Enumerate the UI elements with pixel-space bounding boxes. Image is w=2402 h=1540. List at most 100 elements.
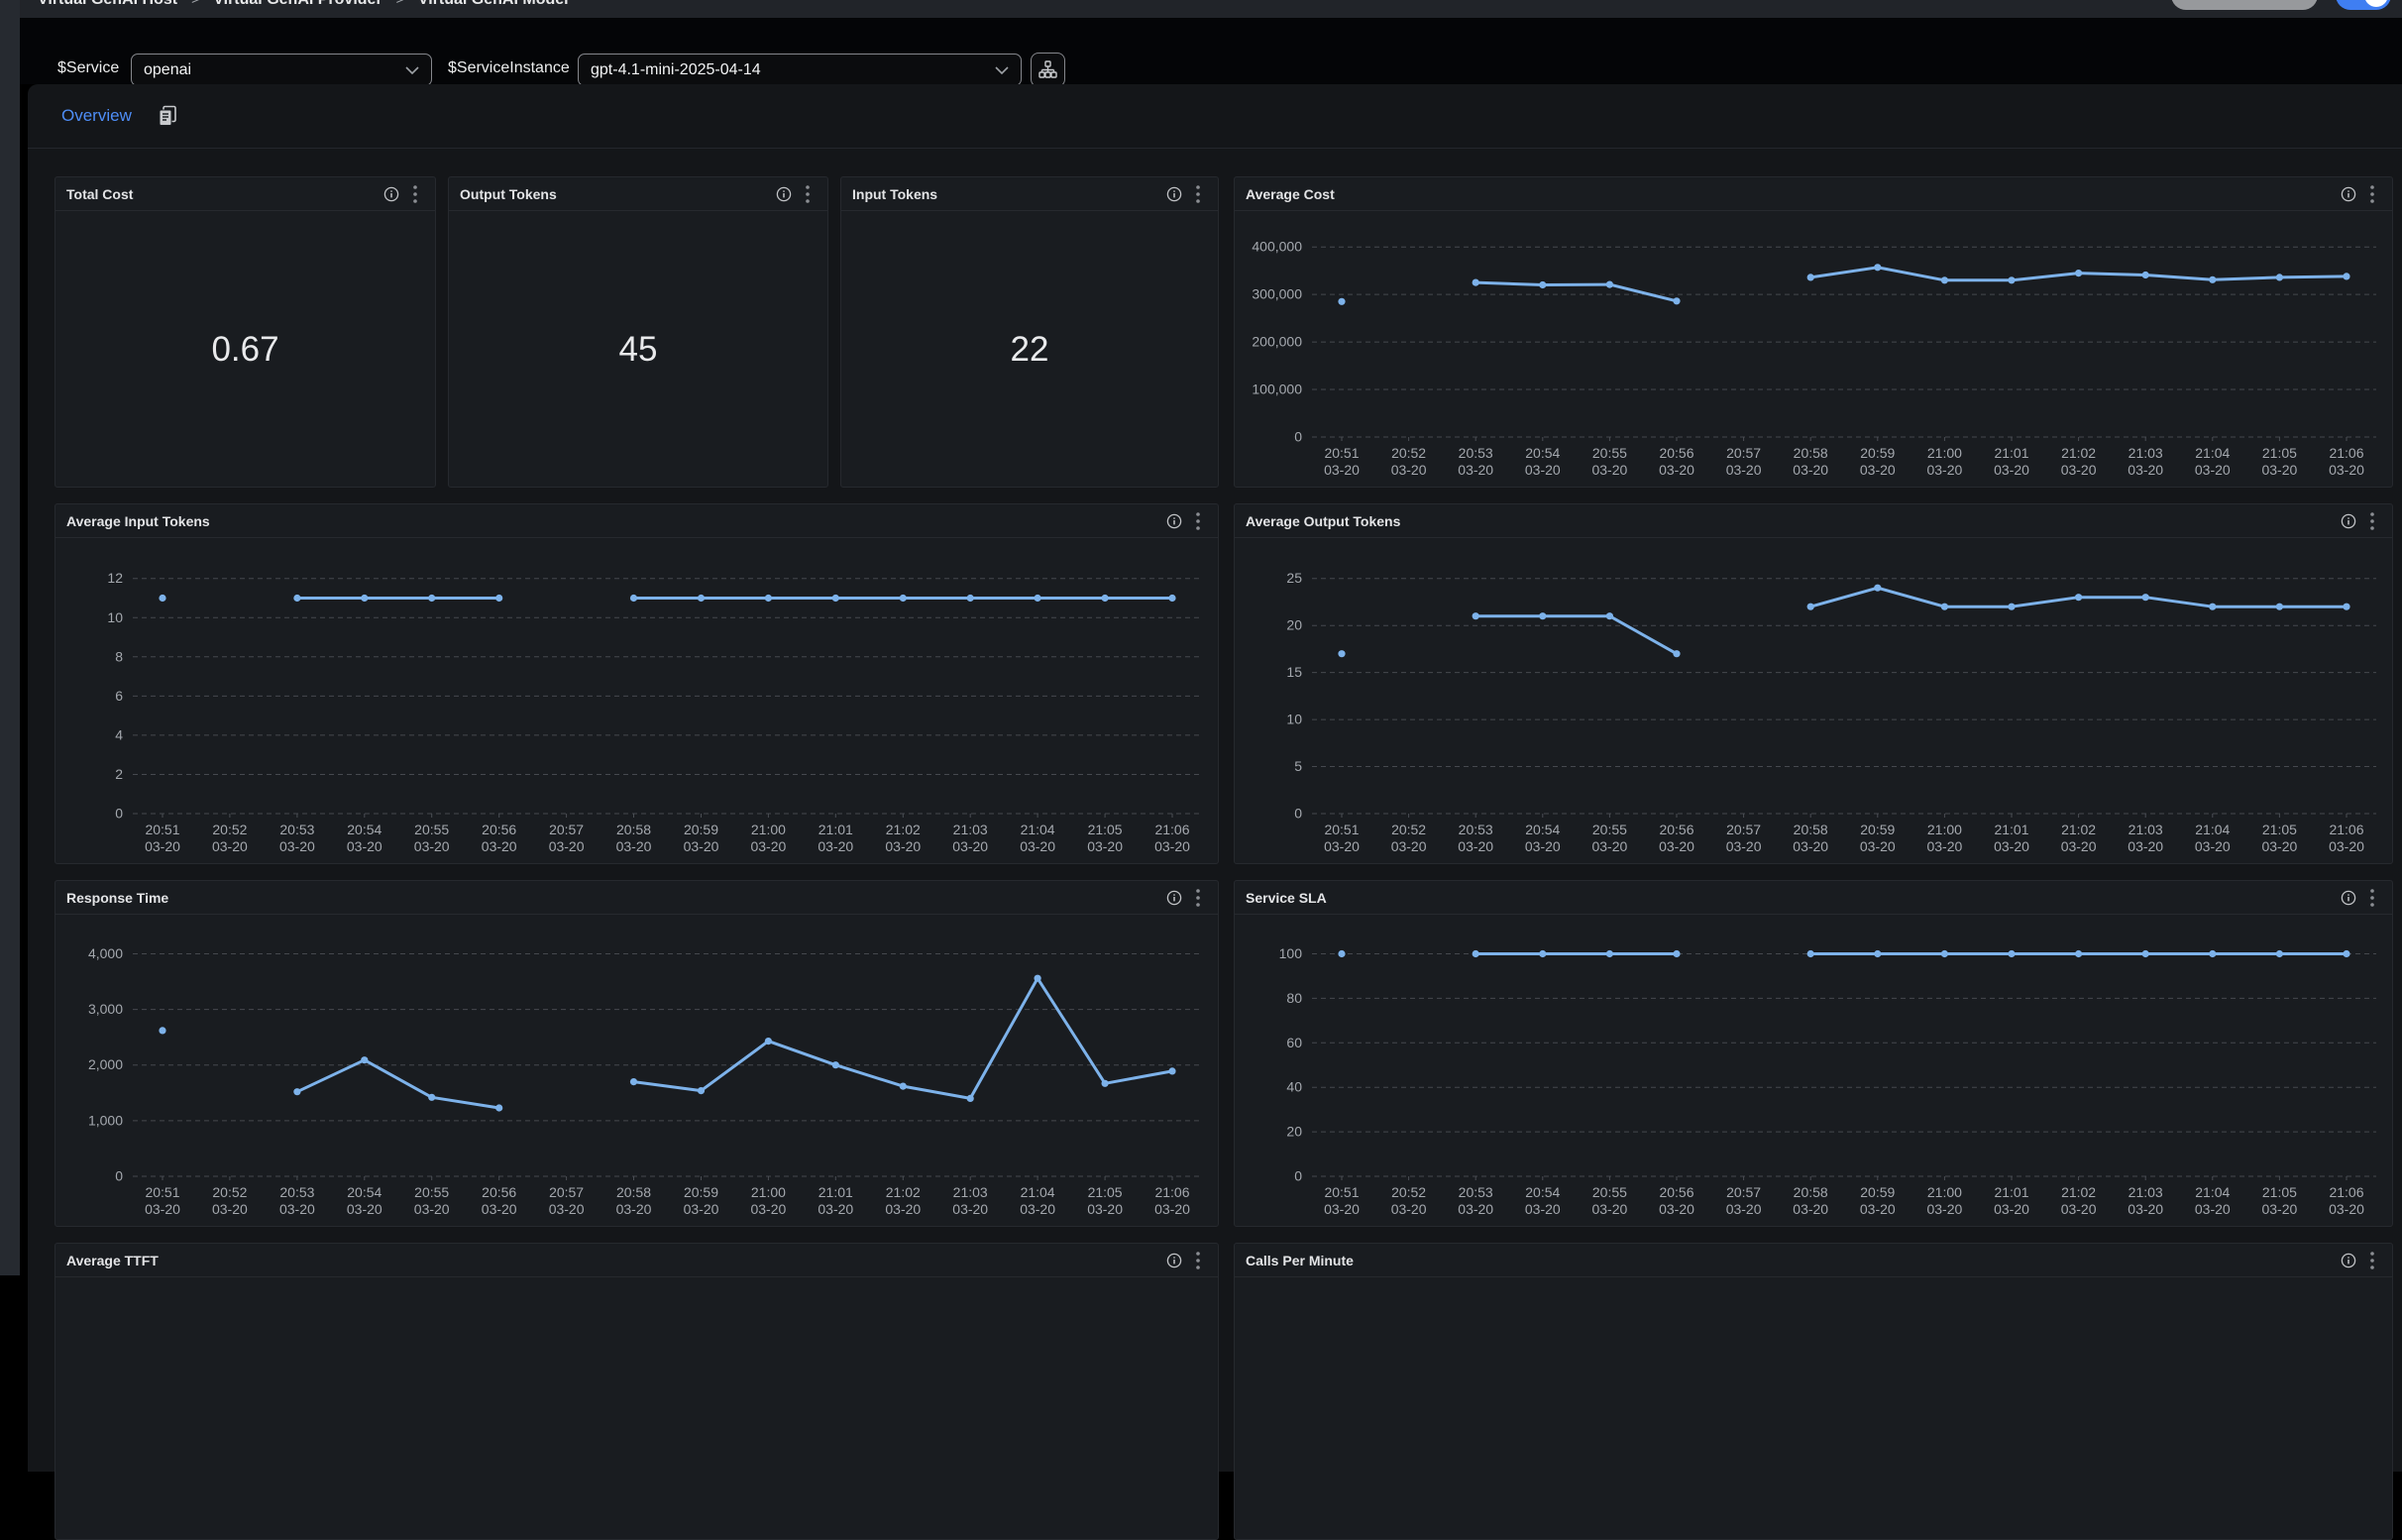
svg-text:03-20: 03-20 — [1860, 462, 1896, 478]
kebab-menu-icon[interactable] — [2360, 1249, 2384, 1272]
info-icon[interactable] — [1162, 182, 1186, 206]
svg-text:21:06: 21:06 — [2329, 822, 2363, 837]
svg-text:03-20: 03-20 — [1020, 1201, 1055, 1217]
panel-response-time: Response Time 01,0002,0003,0004,00020:51… — [55, 880, 1219, 1227]
svg-text:20:58: 20:58 — [1794, 445, 1828, 461]
svg-text:03-20: 03-20 — [1659, 462, 1694, 478]
svg-text:21:01: 21:01 — [1994, 822, 2028, 837]
svg-text:20:51: 20:51 — [145, 822, 179, 837]
copy-dashboard-icon[interactable] — [158, 105, 177, 127]
svg-text:03-20: 03-20 — [1994, 838, 2029, 854]
svg-text:21:05: 21:05 — [1088, 1184, 1123, 1200]
kebab-menu-icon[interactable] — [2360, 886, 2384, 910]
svg-text:21:03: 21:03 — [2129, 445, 2163, 461]
kebab-menu-icon[interactable] — [1186, 509, 1210, 533]
svg-text:03-20: 03-20 — [279, 1201, 315, 1217]
kebab-menu-icon[interactable] — [1186, 886, 1210, 910]
kebab-menu-icon[interactable] — [1186, 1249, 1210, 1272]
svg-text:21:04: 21:04 — [1021, 1184, 1055, 1200]
output-tokens-value: 45 — [449, 212, 827, 487]
info-icon[interactable] — [2337, 509, 2360, 533]
breadcrumb-item-model[interactable]: Virtual GenAI Model — [418, 0, 569, 9]
info-icon[interactable] — [380, 182, 403, 206]
svg-text:03-20: 03-20 — [1994, 462, 2029, 478]
svg-text:21:04: 21:04 — [1021, 822, 1055, 837]
svg-text:03-20: 03-20 — [414, 838, 450, 854]
svg-text:21:06: 21:06 — [1154, 822, 1189, 837]
svg-text:1,000: 1,000 — [88, 1112, 123, 1128]
svg-text:20:56: 20:56 — [1659, 822, 1693, 837]
info-icon[interactable] — [2337, 182, 2360, 206]
svg-text:03-20: 03-20 — [1324, 1201, 1360, 1217]
service-select[interactable]: openai — [131, 54, 432, 86]
info-icon[interactable] — [2337, 886, 2360, 910]
svg-text:0: 0 — [115, 1168, 123, 1184]
toggle-knob — [2364, 0, 2388, 7]
svg-text:03-20: 03-20 — [1793, 1201, 1828, 1217]
svg-text:03-20: 03-20 — [1860, 838, 1896, 854]
svg-text:03-20: 03-20 — [549, 1201, 585, 1217]
svg-text:20:59: 20:59 — [684, 1184, 718, 1200]
svg-text:21:05: 21:05 — [2262, 445, 2297, 461]
svg-text:03-20: 03-20 — [2261, 462, 2297, 478]
tab-overview[interactable]: Overview — [61, 106, 132, 126]
svg-text:2: 2 — [115, 766, 123, 782]
svg-text:21:05: 21:05 — [2262, 1184, 2297, 1200]
svg-text:03-20: 03-20 — [1458, 462, 1493, 478]
svg-text:03-20: 03-20 — [952, 838, 988, 854]
kebab-menu-icon[interactable] — [1186, 182, 1210, 206]
svg-text:03-20: 03-20 — [1525, 1201, 1561, 1217]
svg-text:03-20: 03-20 — [1154, 1201, 1190, 1217]
svg-text:03-20: 03-20 — [750, 1201, 786, 1217]
svg-text:20:55: 20:55 — [1592, 445, 1627, 461]
svg-text:03-20: 03-20 — [2195, 1201, 2231, 1217]
panel-calls-per-minute: Calls Per Minute — [1234, 1243, 2393, 1540]
info-icon[interactable] — [1162, 886, 1186, 910]
svg-text:03-20: 03-20 — [347, 1201, 382, 1217]
total-cost-value: 0.67 — [55, 212, 435, 487]
svg-text:03-20: 03-20 — [1458, 838, 1493, 854]
svg-text:03-20: 03-20 — [1324, 838, 1360, 854]
svg-text:20:53: 20:53 — [1459, 1184, 1493, 1200]
svg-text:03-20: 03-20 — [1020, 838, 1055, 854]
svg-text:20:58: 20:58 — [1794, 822, 1828, 837]
svg-text:03-20: 03-20 — [145, 838, 180, 854]
svg-text:03-20: 03-20 — [1726, 838, 1762, 854]
kebab-menu-icon[interactable] — [2360, 509, 2384, 533]
svg-text:03-20: 03-20 — [1324, 462, 1360, 478]
kebab-menu-icon[interactable] — [796, 182, 819, 206]
svg-text:4: 4 — [115, 726, 123, 742]
svg-text:03-20: 03-20 — [482, 838, 517, 854]
svg-text:21:01: 21:01 — [1994, 1184, 2028, 1200]
info-icon[interactable] — [2337, 1249, 2360, 1272]
breadcrumb-item-provider[interactable]: Virtual GenAI Provider — [213, 0, 382, 9]
svg-text:21:03: 21:03 — [953, 822, 988, 837]
svg-text:20:53: 20:53 — [279, 1184, 314, 1200]
breadcrumb-item-host[interactable]: Virtual GenAI Host — [38, 0, 177, 9]
info-icon[interactable] — [772, 182, 796, 206]
info-icon[interactable] — [1162, 509, 1186, 533]
topbar-secondary-button[interactable] — [2171, 0, 2318, 10]
svg-text:20:51: 20:51 — [1324, 1184, 1359, 1200]
svg-text:03-20: 03-20 — [818, 838, 853, 854]
kebab-menu-icon[interactable] — [2360, 182, 2384, 206]
svg-text:03-20: 03-20 — [952, 1201, 988, 1217]
topbar-primary-toggle[interactable] — [2336, 0, 2391, 10]
svg-text:03-20: 03-20 — [1793, 838, 1828, 854]
service-instance-select[interactable]: gpt-4.1-mini-2025-04-14 — [578, 54, 1022, 86]
svg-text:03-20: 03-20 — [482, 1201, 517, 1217]
svg-text:20:59: 20:59 — [1860, 822, 1895, 837]
info-icon[interactable] — [1162, 1249, 1186, 1272]
svg-text:03-20: 03-20 — [2061, 838, 2097, 854]
kebab-menu-icon[interactable] — [403, 182, 427, 206]
svg-text:20:58: 20:58 — [616, 822, 651, 837]
panel-title: Average Input Tokens — [66, 513, 1162, 529]
topology-button[interactable] — [1031, 53, 1065, 87]
svg-text:03-20: 03-20 — [818, 1201, 853, 1217]
svg-text:20:54: 20:54 — [1525, 1184, 1560, 1200]
panel-title: Input Tokens — [852, 186, 1162, 202]
svg-text:20:55: 20:55 — [414, 822, 449, 837]
svg-text:21:01: 21:01 — [819, 822, 853, 837]
average-input-tokens-chart: 02468101220:5103-2020:5203-2020:5303-202… — [55, 539, 1218, 863]
svg-text:21:00: 21:00 — [751, 822, 786, 837]
